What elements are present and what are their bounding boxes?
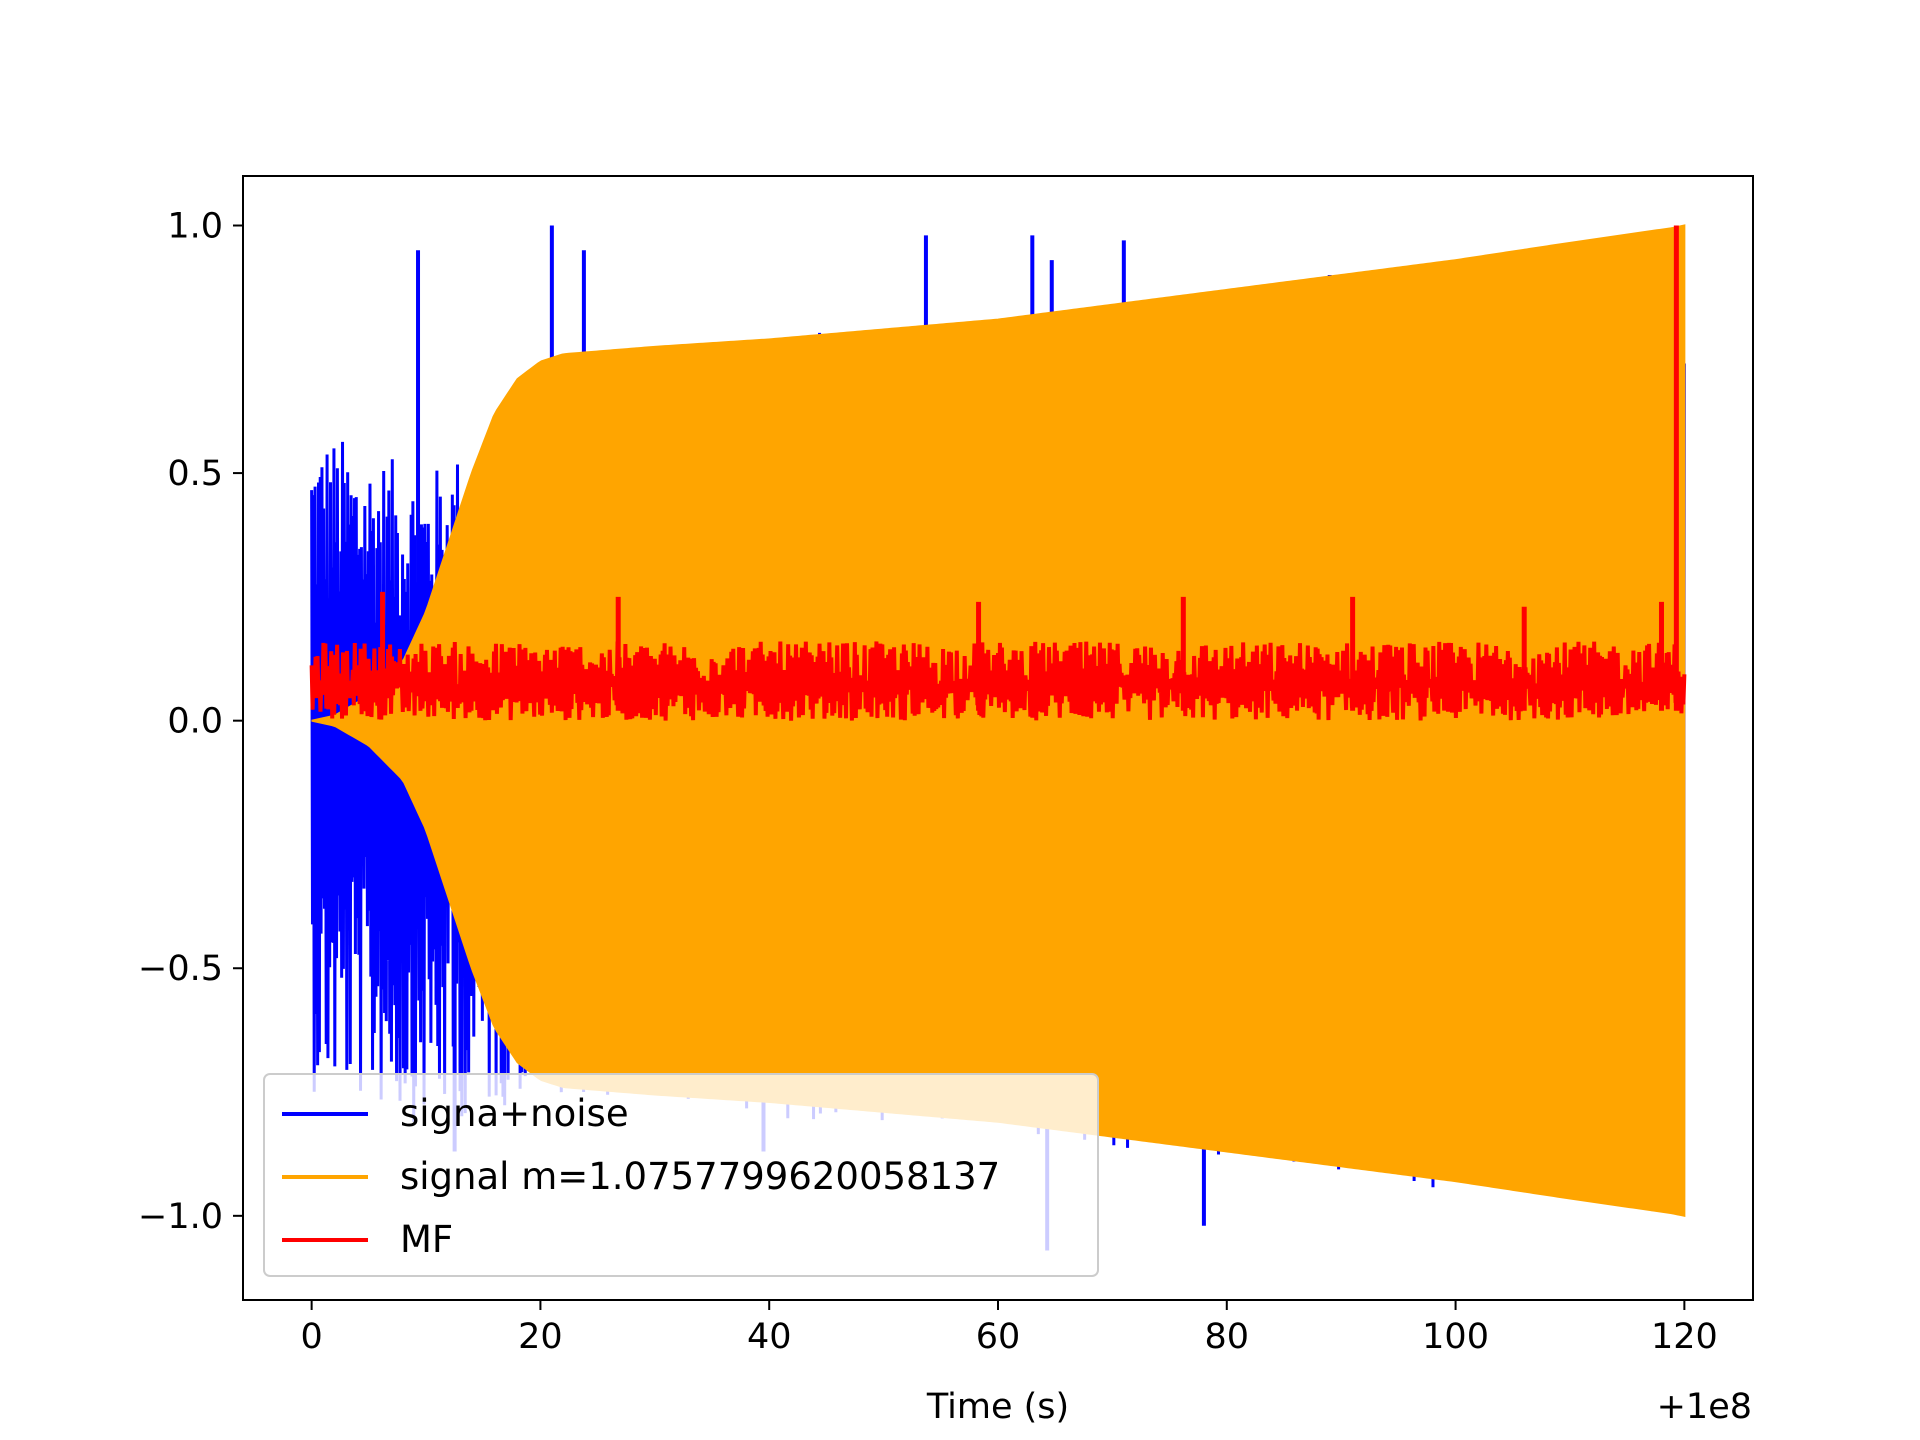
y-tick-label: 1.0: [167, 207, 223, 247]
y-axis: 1.0 0.5 0.0 −0.5 −1.0: [138, 207, 243, 1237]
x-tick-label: 0: [300, 1317, 322, 1357]
y-tick-label: 0.5: [167, 454, 223, 494]
x-tick-label: 100: [1422, 1317, 1489, 1357]
x-tick-label: 40: [747, 1317, 792, 1357]
legend-box: [263, 1073, 1099, 1277]
legend-label-1: signal m=1.0757799620058137: [400, 1155, 1000, 1198]
series-mf-line: [309, 641, 1687, 721]
legend-label-0: signa+noise: [400, 1092, 629, 1135]
legend-label-2: MF: [400, 1218, 453, 1261]
x-axis: 0 20 40 60 80 100 120: [300, 1300, 1718, 1357]
series-layer: [309, 224, 1687, 1251]
x-tick-label: 80: [1205, 1317, 1250, 1357]
legend: signa+noise signal m=1.0757799620058137 MF: [263, 1073, 1099, 1277]
y-tick-label: −1.0: [138, 1197, 223, 1237]
x-tick-label: 60: [976, 1317, 1021, 1357]
y-tick-label: −0.5: [138, 949, 223, 989]
x-axis-offset-label: +1e8: [1657, 1387, 1752, 1427]
y-tick-label: 0.0: [167, 702, 223, 742]
x-tick-label: 120: [1651, 1317, 1718, 1357]
x-tick-label: 20: [518, 1317, 563, 1357]
x-axis-label: Time (s): [926, 1387, 1069, 1427]
